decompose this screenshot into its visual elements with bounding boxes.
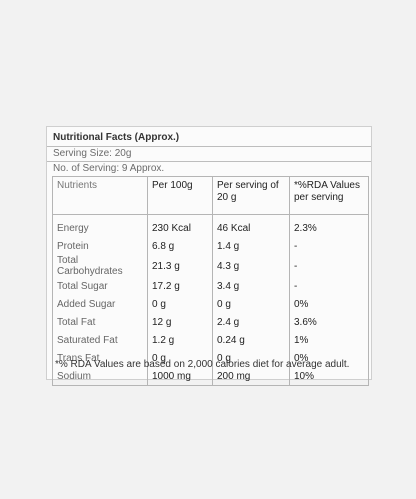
nutrient-value: 0%	[289, 295, 369, 313]
nutrient-value: 3.4 g	[212, 277, 290, 295]
table-row: Protein 6.8 g 1.4 g-	[52, 237, 369, 255]
nutrition-table: Nutrients Per 100g Per serving of 20 g *%RD…	[52, 176, 369, 386]
nutrient-name: Protein	[52, 237, 148, 255]
nutrient-name: Total Sugar	[52, 277, 148, 295]
footnote: *% RDA Values are based on 2,000 calorie…	[55, 359, 350, 370]
header-row: Nutrients Per 100g Per serving of 20 g *%RD…	[52, 176, 369, 215]
table-row: Saturated Fat 1.2 g 0.24 g 1%	[52, 331, 369, 349]
nutrient-value: 0 g	[212, 295, 290, 313]
nutrient-value: 3.6%	[289, 313, 369, 331]
nutrient-value: 1%	[289, 331, 369, 349]
nutrient-value: 1.4 g	[212, 237, 290, 255]
nutrient-value: 1.2 g	[147, 331, 213, 349]
nutrition-label: Nutritional Facts (Approx.) Serving Size…	[46, 126, 372, 386]
nutrient-value: 0 g	[147, 295, 213, 313]
nutrient-value: 17.2 g	[147, 277, 213, 295]
nutrient-name: Saturated Fat	[52, 331, 148, 349]
nutrient-value: 0.24 g	[212, 331, 290, 349]
table-row: Total Sugar 17.2 g 3.4 g-	[52, 277, 369, 295]
label-title: Nutritional Facts (Approx.)	[53, 132, 180, 143]
table-row: Sodium 1000 mg 200 mg 10%	[52, 367, 369, 386]
table-row: Energy 230 Kcal 46 Kcal 2.3%	[52, 214, 369, 237]
nutrient-name: Total Fat	[52, 313, 148, 331]
nutrient-value: 10%	[289, 367, 369, 386]
header-cell: Nutrients	[52, 176, 148, 215]
nutrient-value: -	[289, 255, 369, 277]
nutrient-value: 6.8 g	[147, 237, 213, 255]
nutrient-value: -	[289, 277, 369, 295]
nutrient-value: 0%	[289, 349, 369, 367]
table-row: Total Fat 12 g 2.4 g 3.6%	[52, 313, 369, 331]
header-cell: *%RDA Values per serving	[289, 176, 369, 215]
nutrient-name: Added Sugar	[52, 295, 148, 313]
nutrient-value: 4.3 g	[212, 255, 290, 277]
serving-size: Serving Size: 20g	[53, 148, 132, 159]
nutrient-value: 2.4 g	[212, 313, 290, 331]
header-cell: Per 100g	[147, 176, 213, 215]
nutrient-value: 21.3 g	[147, 255, 213, 277]
nutrient-value: 230 Kcal	[147, 214, 213, 237]
nutrient-name: Energy	[52, 214, 148, 237]
divider	[47, 161, 371, 162]
table-row: Total Carbohydrates 21.3 g 4.3 g-	[52, 255, 369, 277]
nutrient-name: Total Carbohydrates	[52, 255, 148, 277]
nutrient-value: 46 Kcal	[212, 214, 290, 237]
header-cell: Per serving of 20 g	[212, 176, 290, 215]
servings: No. of Serving: 9 Approx.	[53, 163, 165, 174]
divider	[47, 146, 371, 147]
nutrient-value: 12 g	[147, 313, 213, 331]
nutrient-value: 2.3%	[289, 214, 369, 237]
nutrient-value: -	[289, 237, 369, 255]
